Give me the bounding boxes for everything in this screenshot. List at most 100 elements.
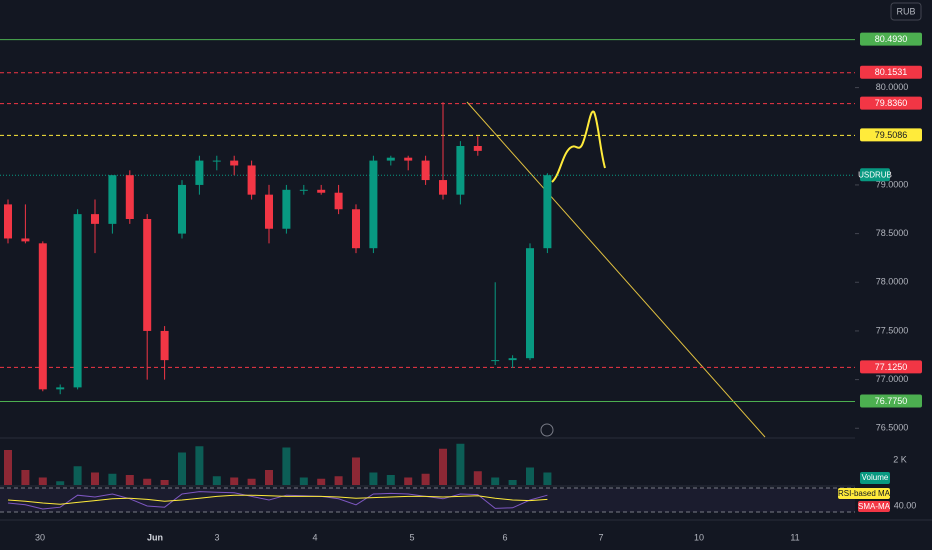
volume-bar xyxy=(38,477,47,485)
rsi-tick-label: 40.00 xyxy=(894,500,917,510)
candle-body xyxy=(178,184,186,234)
candle-body xyxy=(404,157,413,161)
level-label: 80.1531 xyxy=(875,67,908,77)
volume-bar xyxy=(195,446,204,485)
candle-body xyxy=(108,175,117,224)
candle-body xyxy=(265,194,273,229)
freehand-drawing[interactable] xyxy=(551,110,606,183)
volume-bar xyxy=(352,457,360,485)
candle-body xyxy=(421,160,430,181)
candle-body xyxy=(212,160,221,162)
candle-body xyxy=(473,146,482,151)
volume-bar xyxy=(265,470,273,485)
volume-bar xyxy=(473,471,482,485)
x-tick-label: 3 xyxy=(214,532,219,542)
volume-bar xyxy=(212,476,221,485)
volume-bar xyxy=(456,443,465,485)
x-tick-label: 30 xyxy=(35,532,45,542)
volume-bar xyxy=(91,472,99,485)
volume-bar xyxy=(21,470,30,485)
level-badge xyxy=(860,65,922,79)
volume-bar xyxy=(508,480,517,485)
volume-bar xyxy=(160,480,169,485)
x-tick-label: 11 xyxy=(790,532,799,542)
level-badge xyxy=(860,360,922,374)
volume-bar xyxy=(543,472,552,485)
symbol-label: USDRUB xyxy=(858,170,892,179)
level-label: 76.7750 xyxy=(875,396,908,406)
volume-bar xyxy=(421,473,430,485)
candle-body xyxy=(247,165,256,195)
volume-bar xyxy=(230,477,239,485)
candle-body xyxy=(526,248,534,359)
candle-body xyxy=(4,204,12,239)
y-tick-label: 80.0000 xyxy=(876,82,909,92)
candle-body xyxy=(160,330,169,361)
candle-body xyxy=(386,157,395,161)
x-tick-label: 10 xyxy=(694,532,704,542)
ma-badge xyxy=(838,488,890,499)
y-tick-label: 77.0000 xyxy=(876,374,909,384)
x-tick-label: 7 xyxy=(598,532,603,542)
candle-body xyxy=(491,360,500,362)
volume-bar xyxy=(143,478,152,485)
candle-body xyxy=(21,238,30,242)
volume-bar xyxy=(178,452,186,485)
level-badge xyxy=(860,128,922,142)
y-tick-label: 76.5000 xyxy=(876,423,909,433)
volume-bar xyxy=(73,466,82,485)
x-tick-label: 5 xyxy=(409,532,414,542)
candle-body xyxy=(508,358,517,361)
ma-label: RSI-based MA xyxy=(838,489,891,498)
y-tick-label: 78.0000 xyxy=(876,277,909,287)
volume-bar xyxy=(317,478,326,485)
level-label: 80.4930 xyxy=(875,34,908,44)
level-label: 77.1250 xyxy=(875,362,908,372)
level-badge xyxy=(860,96,922,110)
currency-label[interactable]: RUB xyxy=(896,6,915,16)
candle-body xyxy=(543,175,552,249)
volume-tick-label: 2 K xyxy=(893,454,907,464)
level-label: 79.8360 xyxy=(875,98,908,108)
trend-line[interactable] xyxy=(466,101,766,438)
candle-body xyxy=(352,209,360,249)
rsi-line xyxy=(7,491,548,510)
y-tick-label: 77.5000 xyxy=(876,325,909,335)
volume-bar xyxy=(526,467,534,485)
candle-body xyxy=(91,214,99,224)
volume-badge xyxy=(860,472,890,484)
level-label: 79.5086 xyxy=(875,130,908,140)
volume-bar xyxy=(386,475,395,485)
x-tick-label: Jun xyxy=(147,532,163,542)
volume-title: Volume xyxy=(862,473,889,482)
sma-label: SMA-MA xyxy=(858,502,891,511)
currency-badge[interactable] xyxy=(890,2,922,21)
volume-bar xyxy=(56,481,65,485)
candle-body xyxy=(73,214,82,388)
volume-bar xyxy=(369,472,378,485)
y-tick-label: 79.0000 xyxy=(876,179,909,189)
rsi-line xyxy=(7,494,548,505)
x-tick-label: 6 xyxy=(502,532,507,542)
candle-body xyxy=(369,160,378,249)
candle-body xyxy=(299,189,308,191)
event-icon[interactable] xyxy=(540,423,554,437)
candle-body xyxy=(282,189,291,229)
volume-bar xyxy=(439,448,447,485)
volume-bar xyxy=(125,475,134,485)
sma-badge xyxy=(858,501,890,512)
level-badge xyxy=(860,394,922,408)
volume-bar xyxy=(299,477,308,485)
candle-body xyxy=(317,189,326,193)
candle-body xyxy=(143,219,152,331)
candle-body xyxy=(195,160,204,185)
symbol-badge xyxy=(860,168,890,182)
candle-body xyxy=(456,146,465,195)
volume-bar xyxy=(404,477,413,485)
x-tick-label: 4 xyxy=(312,532,317,542)
volume-bar xyxy=(491,477,500,485)
volume-bar xyxy=(108,473,117,485)
y-tick-label: 78.5000 xyxy=(876,228,909,238)
candle-body xyxy=(56,387,65,390)
